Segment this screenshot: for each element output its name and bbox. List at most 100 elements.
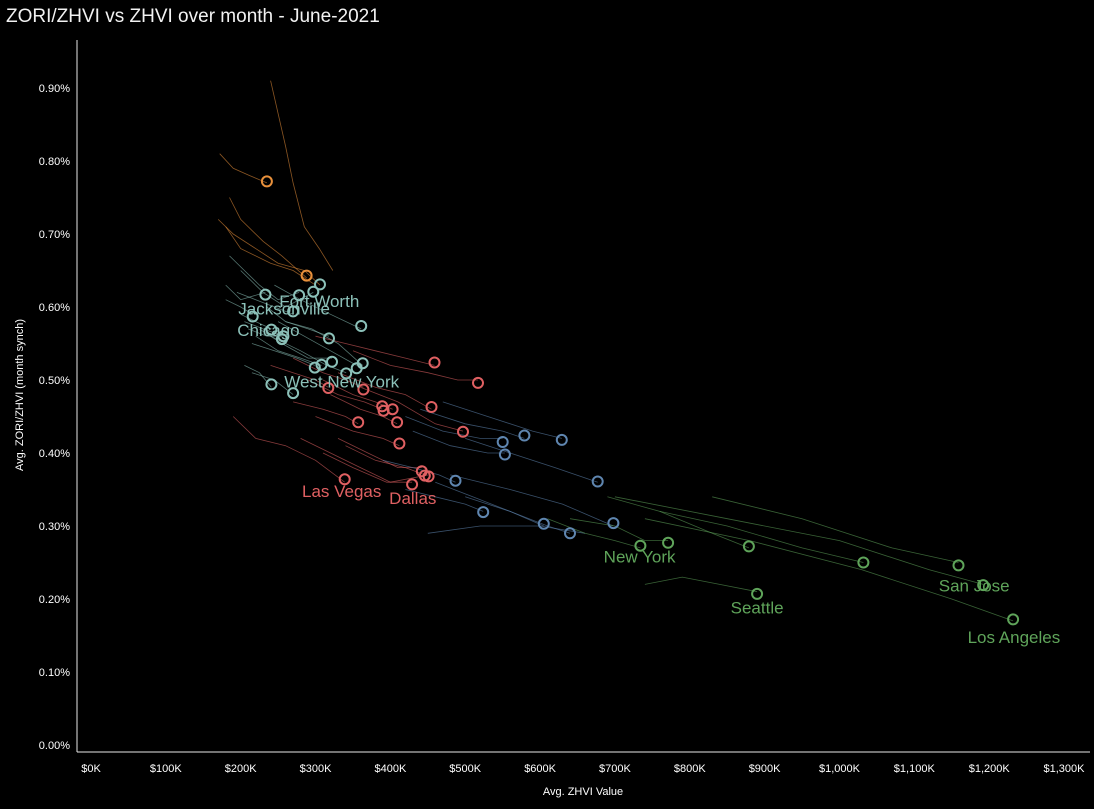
data-point[interactable] [265,378,278,391]
x-tick-label: $1,300K [1044,763,1086,775]
x-tick-label: $900K [749,763,781,775]
data-point[interactable] [607,517,620,530]
data-point[interactable] [300,269,313,282]
data-point[interactable] [356,357,369,370]
trail-line [427,525,586,534]
city-label: Seattle [731,599,784,618]
trail-line [465,496,571,534]
data-point[interactable] [323,332,335,345]
trail-line [225,226,316,286]
data-point[interactable] [293,289,306,302]
y-tick-label: 0.00% [39,740,70,752]
data-point[interactable] [357,383,370,396]
trail-line [217,219,321,286]
trail-line [236,292,294,315]
data-point[interactable] [472,376,484,389]
data-point[interactable] [428,356,441,369]
trail-line [255,335,322,366]
trail-line [465,438,598,483]
trail-line [607,496,750,549]
data-point[interactable] [1007,613,1020,626]
data-point[interactable] [322,382,335,394]
data-point[interactable] [662,536,675,549]
data-point[interactable] [537,517,550,530]
data-point[interactable] [555,433,568,446]
data-point[interactable] [449,474,462,487]
data-point[interactable] [287,305,300,318]
data-point[interactable] [307,285,320,298]
data-point[interactable] [308,361,321,374]
city-label: New York [604,548,676,567]
trail-line [315,335,435,366]
data-point[interactable] [406,478,419,491]
y-tick-labels: 0.00% 0.10% 0.20% 0.30% 0.40% 0.50% 0.60% 0.70%… [39,83,70,752]
data-point[interactable] [275,333,288,346]
x-tick-label: $100K [150,763,182,775]
data-point[interactable] [352,416,365,429]
y-tick-label: 0.70% [39,229,70,241]
data-point[interactable] [591,475,604,488]
y-tick-label: 0.60% [39,302,70,314]
trail-line [293,401,359,425]
data-point[interactable] [564,527,576,540]
trail-line [644,518,1014,622]
data-point[interactable] [496,436,509,448]
x-tick-label: $200K [225,763,257,775]
data-point[interactable] [355,320,368,332]
y-tick-label: 0.80% [39,156,70,168]
trail-line [420,408,525,439]
data-point[interactable] [386,403,399,416]
trail-line [251,343,315,366]
data-point[interactable] [246,310,259,323]
data-point[interactable] [259,288,272,301]
trail-line [712,496,959,563]
x-tick-labels: $0K $100K $200K $300K $400K $500K $600K $700K $8… [81,763,1085,775]
x-tick-label: $0K [81,763,101,775]
data-point[interactable] [260,175,273,188]
trail-line [405,416,503,439]
data-point[interactable] [498,448,511,461]
trail-line [330,394,398,425]
trail-lines [217,80,1014,622]
y-tick-label: 0.30% [39,521,70,533]
data-point[interactable] [340,367,353,380]
trail-line [412,430,505,454]
data-point[interactable] [518,429,531,442]
data-point[interactable] [742,540,755,553]
city-label: Dallas [389,489,436,508]
trail-line [442,401,562,439]
trail-line [659,511,864,563]
data-point[interactable] [338,473,351,486]
data-point[interactable] [751,587,764,600]
trail-line [229,197,307,279]
x-tick-label: $1,000K [819,763,861,775]
y-tick-label: 0.20% [39,594,70,606]
x-tick-label: $1,200K [969,763,1011,775]
trail-line [322,452,413,483]
trail-line [292,357,364,388]
data-point[interactable] [425,401,438,413]
x-tick-label: $1,100K [894,763,936,775]
data-point[interactable] [287,387,300,400]
data-point[interactable] [857,556,870,569]
data-point[interactable] [391,416,404,429]
data-point[interactable] [265,323,278,336]
data-point[interactable] [477,506,490,519]
city-label: Los Angeles [968,628,1061,647]
city-label: Jacksonville [238,299,330,318]
data-point[interactable] [393,437,406,450]
data-point[interactable] [952,559,965,572]
data-point[interactable] [315,358,328,371]
data-point[interactable] [314,278,326,291]
trail-line [435,481,544,527]
city-label: Chicago [237,321,299,340]
data-point[interactable] [977,579,990,592]
data-point[interactable] [634,539,647,552]
data-point[interactable] [422,470,435,483]
trail-line [277,321,357,366]
data-point[interactable] [326,355,338,368]
data-point[interactable] [457,425,469,438]
trail-line [270,365,329,388]
trail-line [232,416,345,483]
